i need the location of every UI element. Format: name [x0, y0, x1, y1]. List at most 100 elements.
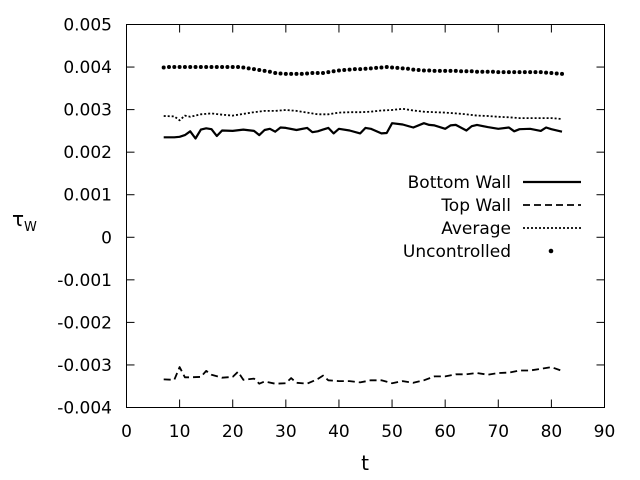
plot-frame	[126, 24, 605, 408]
data-point	[294, 71, 299, 76]
data-point	[315, 71, 320, 76]
series-top-wall	[163, 366, 563, 385]
x-axis-title: t	[361, 451, 369, 475]
y-tick-label: 0.001	[63, 186, 112, 206]
y-tick-label: 0.003	[63, 101, 112, 121]
data-point	[273, 71, 278, 76]
data-point	[549, 71, 554, 76]
data-point	[485, 69, 490, 74]
legend: Bottom Wall Top Wall Average Uncontrolled	[403, 173, 581, 262]
data-point	[352, 67, 357, 72]
data-point	[209, 65, 214, 70]
x-tick-label: 20	[222, 422, 244, 442]
series-line	[163, 366, 563, 385]
data-point	[331, 69, 336, 74]
legend-label: Uncontrolled	[403, 242, 511, 262]
x-tick-label: 40	[328, 422, 350, 442]
data-point	[432, 68, 437, 73]
legend-item-average: Average	[441, 219, 581, 239]
data-point	[193, 65, 198, 70]
data-point	[257, 68, 262, 73]
data-point	[358, 67, 363, 72]
data-point	[554, 71, 559, 76]
y-axis-title-subscript: W	[24, 220, 37, 235]
data-point	[475, 69, 480, 74]
data-point	[283, 71, 288, 76]
legend-item-uncontrolled: Uncontrolled	[403, 242, 554, 262]
data-point	[560, 71, 565, 76]
data-point	[437, 68, 442, 73]
legend-marker	[548, 248, 554, 254]
data-point	[368, 66, 373, 71]
y-tick-label: 0.005	[63, 16, 112, 36]
x-tick-label: 10	[169, 422, 191, 442]
data-point	[305, 71, 310, 76]
data-point	[336, 68, 341, 73]
data-point	[469, 69, 474, 74]
data-point	[374, 65, 379, 70]
series-average	[163, 107, 563, 122]
data-point	[448, 68, 453, 73]
data-point	[416, 68, 421, 73]
data-point	[390, 65, 395, 70]
data-point	[326, 70, 331, 75]
data-point	[544, 70, 549, 75]
data-point	[220, 65, 225, 70]
data-point	[347, 67, 352, 72]
y-axis: -0.004 -0.003 -0.002 -0.001 0 0.001 0.002 0.003…	[57, 16, 605, 419]
data-point	[379, 65, 384, 70]
legend-label: Average	[441, 219, 511, 239]
data-point	[363, 66, 368, 71]
series-line	[163, 122, 563, 140]
data-point	[512, 70, 517, 75]
x-tick-label: 70	[487, 422, 509, 442]
data-point	[501, 70, 506, 75]
y-axis-title-symbol: τ	[12, 207, 24, 231]
data-point	[161, 65, 166, 70]
y-tick-label: 0	[101, 228, 112, 248]
data-point	[214, 65, 219, 70]
data-point	[464, 69, 469, 74]
data-point	[395, 65, 400, 70]
data-point	[321, 71, 326, 76]
x-tick-label: 90	[594, 422, 616, 442]
data-point	[299, 71, 304, 76]
legend-label: Top Wall	[440, 196, 511, 216]
data-point	[198, 65, 203, 70]
y-tick-label: -0.002	[57, 313, 112, 333]
data-point	[522, 70, 527, 75]
data-point	[251, 67, 256, 72]
legend-label: Bottom Wall	[408, 173, 511, 193]
data-point	[384, 65, 389, 70]
data-point	[172, 65, 177, 70]
data-point	[262, 68, 267, 73]
data-point	[204, 65, 209, 70]
data-point	[528, 70, 533, 75]
data-point	[246, 66, 251, 71]
x-tick-label: 60	[434, 422, 456, 442]
data-point	[490, 69, 495, 74]
y-axis-title: τW	[12, 207, 37, 235]
x-tick-label: 50	[381, 422, 403, 442]
data-point	[182, 65, 187, 70]
data-point	[225, 65, 230, 70]
y-tick-label: -0.001	[57, 271, 112, 291]
y-tick-label: -0.003	[57, 356, 112, 376]
series-bottom-wall	[163, 122, 563, 140]
data-point	[443, 68, 448, 73]
y-tick-label: -0.004	[57, 399, 112, 419]
data-point	[427, 68, 432, 73]
data-point	[289, 71, 294, 76]
x-tick-label: 0	[121, 422, 132, 442]
data-point	[517, 70, 522, 75]
legend-item-bottom-wall: Bottom Wall	[408, 173, 581, 193]
data-point	[230, 65, 235, 70]
data-point	[236, 65, 241, 70]
data-point	[177, 65, 182, 70]
x-axis: 0 10 20 30 40 50 60 70 80 90	[121, 24, 616, 442]
data-point	[342, 68, 347, 73]
y-tick-label: 0.004	[63, 58, 112, 78]
data-point	[400, 66, 405, 71]
data-point	[506, 70, 511, 75]
data-point	[453, 68, 458, 73]
